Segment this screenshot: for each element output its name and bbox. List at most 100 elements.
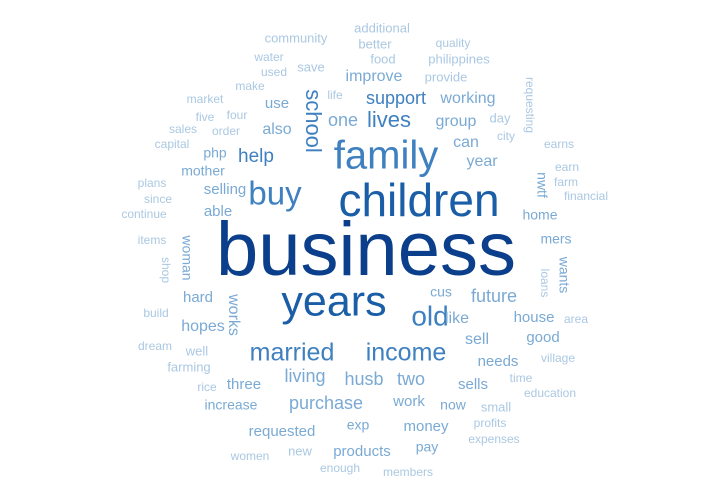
word-requesting: requesting [523,77,537,133]
word-years: years [281,277,386,325]
word-purchase: purchase [289,393,363,413]
word-income: income [366,339,447,367]
word-house: house [514,309,555,326]
word-farming: farming [167,359,210,374]
word-good: good [526,329,559,346]
word-community: community [265,30,328,45]
word-hopes: hopes [181,318,225,335]
word-php: php [203,145,227,161]
word-like: like [445,310,469,327]
word-help: help [238,146,274,167]
word-able: able [204,203,232,220]
word-financial: financial [564,189,608,203]
word-nwtf: nwtf [534,172,550,198]
word-profits: profits [474,416,507,430]
word-future: future [471,286,517,306]
word-build: build [143,306,168,320]
word-farm: farm [554,175,578,189]
word-village: village [541,351,575,365]
word-better: better [358,36,392,51]
word-make: make [235,79,265,93]
word-improve: improve [346,68,403,85]
word-order: order [212,124,240,138]
word-selling: selling [204,181,247,198]
word-additional: additional [354,20,410,35]
word-now: now [440,397,467,413]
word-four: four [227,108,248,122]
word-rice: rice [197,380,217,394]
word-continue: continue [121,207,167,221]
word-living: living [284,366,325,386]
word-school: school [301,89,326,153]
word-water: water [253,50,283,64]
word-members: members [383,465,433,479]
word-support: support [366,88,426,108]
word-year: year [466,153,498,170]
word-used: used [261,65,287,79]
word-products: products [333,443,391,460]
word-education: education [524,386,576,400]
word-husb: husb [344,369,383,389]
word-capital: capital [155,137,190,151]
word-loans: loans [538,269,552,298]
word-can: can [453,134,479,151]
word-earns: earns [544,137,574,151]
word-mers: mers [540,231,571,247]
word-philippines: philippines [428,51,490,66]
word-married: married [250,339,335,367]
word-home: home [522,207,557,223]
word-five: five [196,110,215,124]
word-two: two [397,369,425,389]
word-quality: quality [436,36,471,50]
word-dream: dream [138,339,172,353]
word-enough: enough [320,461,360,475]
word-plans: plans [138,176,167,190]
word-needs: needs [478,353,519,370]
word-provide: provide [425,69,468,84]
word-new: new [288,443,312,458]
word-cus: cus [430,284,452,300]
word-exp: exp [347,417,370,433]
word-three: three [227,376,261,393]
word-city: city [497,129,515,143]
word-family: family [334,134,438,178]
word-works: works [225,293,242,336]
word-women: women [230,449,270,463]
word-sells: sells [458,376,488,393]
word-working: working [439,90,495,107]
word-group: group [436,113,477,130]
word-since: since [144,192,172,206]
word-shop: shop [159,257,173,283]
word-save: save [297,59,324,74]
word-business: business [216,207,516,292]
word-hard: hard [183,289,213,306]
word-small: small [481,399,511,414]
word-expenses: expenses [468,432,519,446]
word-sell: sell [465,331,489,348]
word-also: also [262,121,291,138]
word-well: well [185,343,209,358]
word-life: life [327,88,343,102]
word-earn: earn [555,160,579,174]
word-lives: lives [367,107,411,132]
word-market: market [187,92,224,106]
word-work: work [392,393,425,410]
word-time: time [510,371,533,385]
word-use: use [265,95,289,112]
word-money: money [403,418,449,435]
word-old: old [411,300,448,331]
word-day: day [490,110,511,125]
word-wants: wants [556,256,572,294]
word-mother: mother [181,163,225,179]
word-requested: requested [249,423,316,440]
word-buy: buy [248,175,302,212]
word-sales: sales [169,122,197,136]
word-pay: pay [416,439,439,455]
word-food: food [370,51,395,66]
word-children: children [338,174,499,226]
word-one: one [328,110,358,130]
word-items: items [138,233,167,247]
word-increase: increase [205,397,258,413]
word-woman: woman [179,234,195,280]
